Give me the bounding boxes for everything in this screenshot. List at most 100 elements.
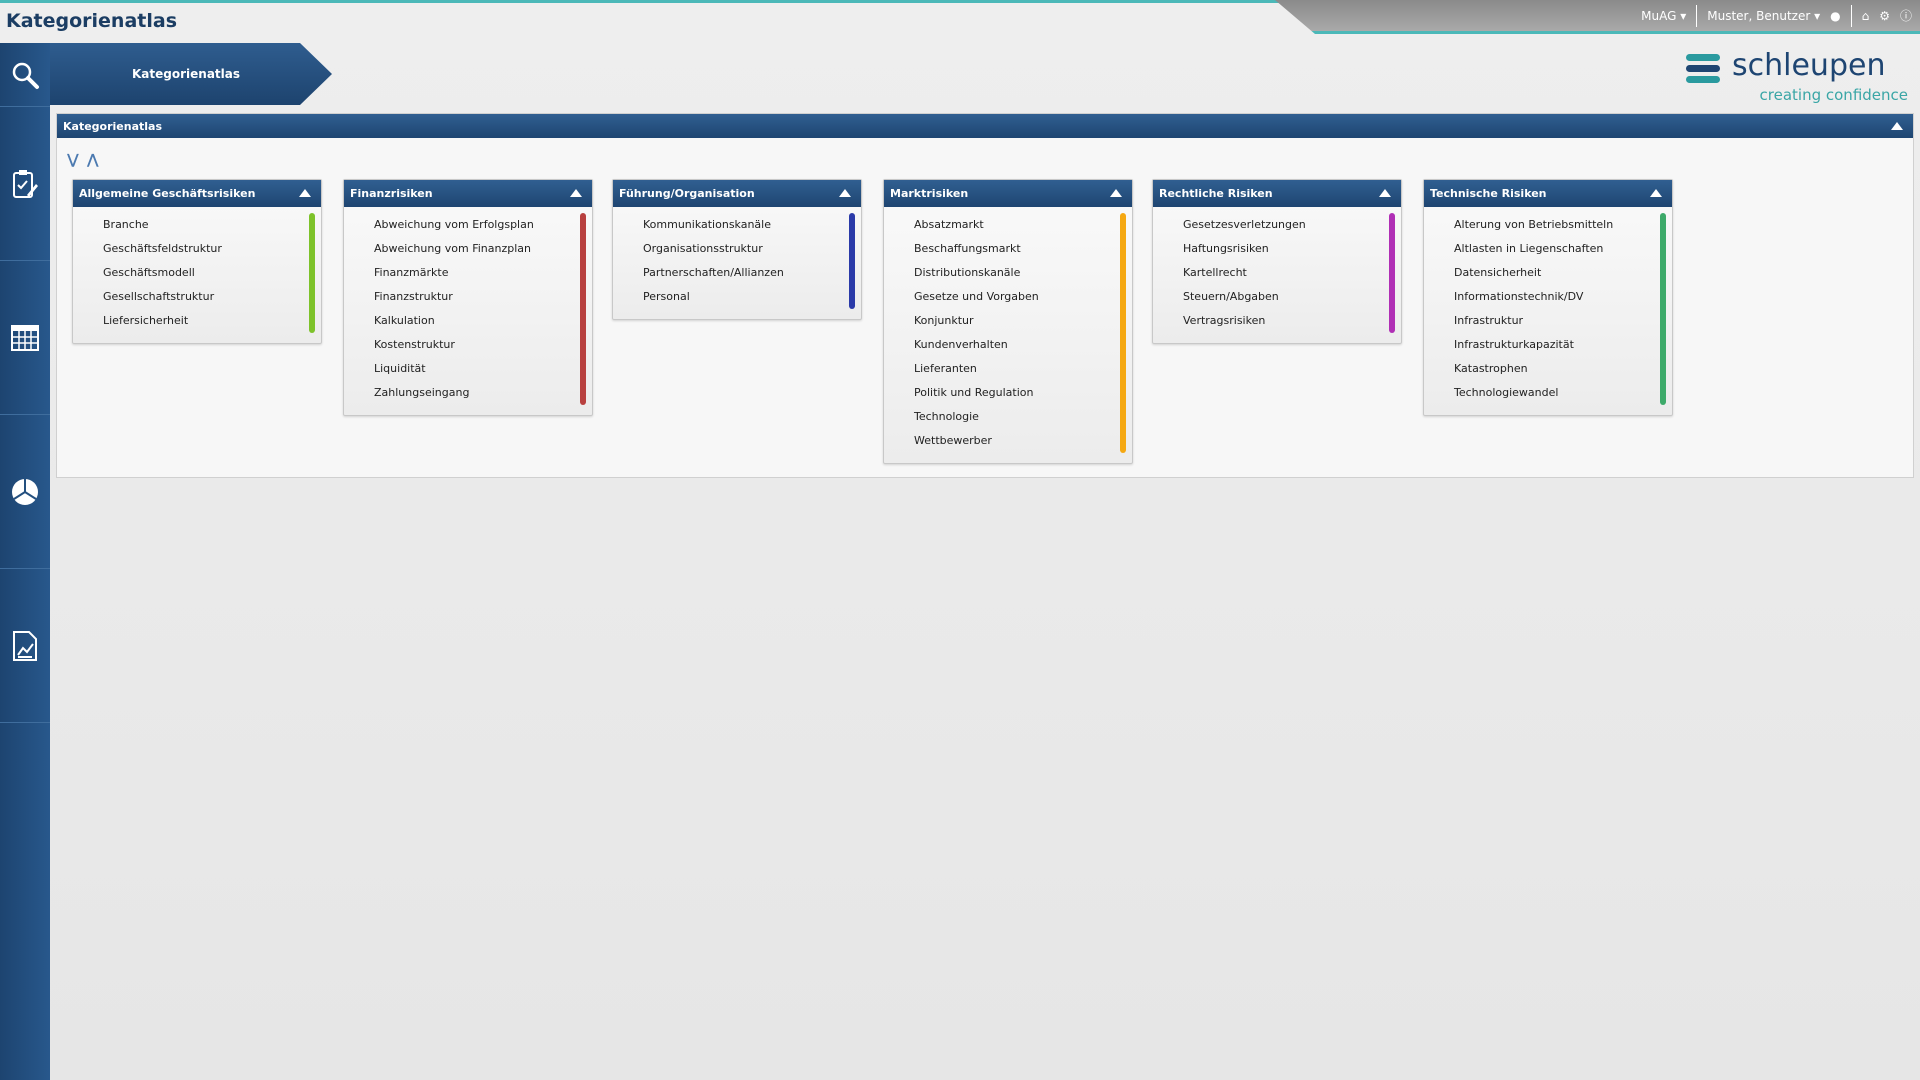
category-item[interactable]: Haftungsrisiken — [1183, 242, 1269, 255]
company-selector[interactable]: MuAG ▾ — [1641, 8, 1687, 23]
category-card: Allgemeine Geschäftsrisiken Branche Geschä… — [72, 179, 322, 344]
collapse-category-icon[interactable] — [1110, 189, 1122, 197]
category-color-bar — [1389, 213, 1395, 333]
category-card: Führung/Organisation Kommunikationskanäle… — [612, 179, 862, 320]
home-icon[interactable]: ⌂ — [1861, 8, 1870, 23]
category-item[interactable]: Kommunikationskanäle — [643, 218, 771, 231]
category-item[interactable]: Abweichung vom Erfolgsplan — [374, 218, 534, 231]
category-color-bar — [1660, 213, 1666, 405]
category-title: Allgemeine Geschäftsrisiken — [79, 187, 256, 200]
category-item[interactable]: Wettbewerber — [914, 434, 992, 447]
category-card: Rechtliche Risiken Gesetzesverletzungen Ha… — [1152, 179, 1402, 344]
category-atlas-panel: Kategorienatlas ⋁ ⋀ Allgemeine Geschäfts… — [56, 113, 1914, 478]
category-item[interactable]: Personal — [643, 290, 690, 303]
info-icon[interactable]: ⓘ — [1899, 9, 1912, 23]
category-item[interactable]: Vertragsrisiken — [1183, 314, 1266, 327]
collapse-all-icon[interactable]: ⋀ — [86, 152, 99, 168]
category-item[interactable]: Liquidität — [374, 362, 426, 375]
category-title: Finanzrisiken — [350, 187, 433, 200]
category-header[interactable]: Finanzrisiken — [344, 180, 592, 207]
collapse-category-icon[interactable] — [299, 189, 311, 197]
category-item[interactable]: Infrastrukturkapazität — [1454, 338, 1574, 351]
category-item[interactable]: Technologiewandel — [1454, 386, 1559, 399]
category-item[interactable]: Kundenverhalten — [914, 338, 1008, 351]
collapse-category-icon[interactable] — [570, 189, 582, 197]
category-item[interactable]: Gesetze und Vorgaben — [914, 290, 1039, 303]
gear-icon[interactable]: ⚙ — [1879, 8, 1890, 23]
pie-chart-icon[interactable] — [0, 415, 50, 569]
category-item[interactable]: Technologie — [914, 410, 979, 423]
logo-name: schleupen — [1732, 48, 1886, 83]
collapse-category-icon[interactable] — [839, 189, 851, 197]
collapse-panel-icon[interactable] — [1891, 122, 1903, 130]
category-title: Rechtliche Risiken — [1159, 187, 1273, 200]
search-icon[interactable] — [0, 43, 50, 107]
category-card: Finanzrisiken Abweichung vom Erfolgsplan A… — [343, 179, 593, 416]
category-item[interactable]: Absatzmarkt — [914, 218, 984, 231]
panel-title: Kategorienatlas — [63, 119, 163, 133]
category-items: Gesetzesverletzungen Haftungsrisiken Karte… — [1153, 207, 1401, 333]
divider — [1696, 4, 1698, 27]
category-item[interactable]: Gesellschaftstruktur — [103, 290, 215, 303]
category-item[interactable]: Geschäftsfeldstruktur — [103, 242, 222, 255]
category-item[interactable]: Kartellrecht — [1183, 266, 1247, 279]
collapse-category-icon[interactable] — [1650, 189, 1662, 197]
category-item[interactable]: Informationstechnik/DV — [1454, 290, 1584, 303]
category-card: Technische Risiken Alterung von Betriebsm… — [1423, 179, 1673, 416]
category-item[interactable]: Alterung von Betriebsmitteln — [1454, 218, 1614, 231]
category-item[interactable]: Gesetzesverletzungen — [1183, 218, 1306, 231]
category-items: Absatzmarkt Beschaffungsmarkt Distribution… — [884, 207, 1132, 453]
user-icon[interactable]: ● — [1830, 8, 1841, 23]
category-item[interactable]: Beschaffungsmarkt — [914, 242, 1021, 255]
category-header[interactable]: Führung/Organisation — [613, 180, 861, 207]
breadcrumb-label: Kategorienatlas — [132, 67, 241, 81]
user-selector[interactable]: Muster, Benutzer ▾ — [1707, 8, 1821, 23]
category-item[interactable]: Liefersicherheit — [103, 314, 189, 327]
category-item[interactable]: Steuern/Abgaben — [1183, 290, 1279, 303]
divider — [1850, 4, 1852, 27]
top-accent-line — [0, 0, 1920, 3]
category-items: Abweichung vom Erfolgsplan Abweichung vom… — [344, 207, 592, 405]
category-item[interactable]: Datensicherheit — [1454, 266, 1542, 279]
category-item[interactable]: Politik und Regulation — [914, 386, 1034, 399]
category-item[interactable]: Finanzmärkte — [374, 266, 449, 279]
category-header[interactable]: Allgemeine Geschäftsrisiken — [73, 180, 321, 207]
category-color-bar — [309, 213, 315, 333]
category-item[interactable]: Distributionskanäle — [914, 266, 1021, 279]
table-icon[interactable] — [0, 261, 50, 415]
report-chart-icon[interactable] — [0, 569, 50, 723]
clipboard-edit-icon[interactable] — [0, 107, 50, 261]
user-label: Muster, Benutzer — [1707, 8, 1811, 23]
category-item[interactable]: Kostenstruktur — [374, 338, 455, 351]
panel-toolbar: ⋁ ⋀ — [67, 152, 99, 168]
panel-header: Kategorienatlas — [57, 114, 1913, 138]
category-item[interactable]: Infrastruktur — [1454, 314, 1524, 327]
expand-all-icon[interactable]: ⋁ — [67, 152, 79, 168]
category-item[interactable]: Altlasten in Liegenschaften — [1454, 242, 1604, 255]
category-header[interactable]: Rechtliche Risiken — [1153, 180, 1401, 207]
sidebar — [0, 43, 50, 1080]
category-item[interactable]: Geschäftsmodell — [103, 266, 195, 279]
breadcrumb[interactable]: Kategorienatlas — [50, 43, 332, 105]
category-item[interactable]: Zahlungseingang — [374, 386, 470, 399]
collapse-category-icon[interactable] — [1379, 189, 1391, 197]
category-item[interactable]: Organisationsstruktur — [643, 242, 763, 255]
category-item[interactable]: Partnerschaften/Allianzen — [643, 266, 784, 279]
category-title: Führung/Organisation — [619, 187, 755, 200]
category-item[interactable]: Finanzstruktur — [374, 290, 453, 303]
category-header[interactable]: Marktrisiken — [884, 180, 1132, 207]
category-items: Kommunikationskanäle Organisationsstruktu… — [613, 207, 861, 309]
category-items: Alterung von Betriebsmitteln Altlasten in… — [1424, 207, 1672, 405]
category-item[interactable]: Kalkulation — [374, 314, 435, 327]
category-header[interactable]: Technische Risiken — [1424, 180, 1672, 207]
schleupen-logo: schleupen creating confidence — [1680, 48, 1910, 108]
category-item[interactable]: Lieferanten — [914, 362, 977, 375]
top-bar: MuAG ▾ Muster, Benutzer ▾ ● ⌂ ⚙ ⓘ — [1275, 0, 1920, 34]
category-item[interactable]: Abweichung vom Finanzplan — [374, 242, 532, 255]
category-title: Marktrisiken — [890, 187, 969, 200]
category-items: Branche Geschäftsfeldstruktur Geschäftsmod… — [73, 207, 321, 333]
category-item[interactable]: Katastrophen — [1454, 362, 1528, 375]
category-color-bar — [1120, 213, 1126, 453]
category-item[interactable]: Konjunktur — [914, 314, 974, 327]
category-item[interactable]: Branche — [103, 218, 149, 231]
